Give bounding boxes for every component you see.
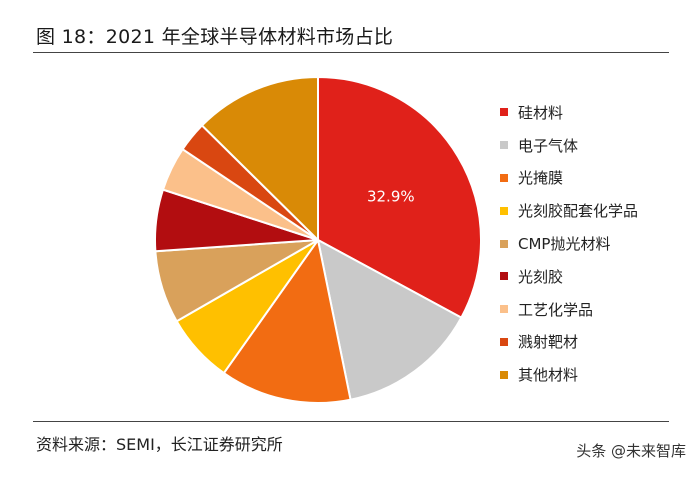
- legend-label: 光刻胶: [518, 267, 564, 286]
- legend-label: 光掩膜: [518, 169, 564, 188]
- legend-item: 光掩膜: [500, 162, 638, 195]
- legend-label: 工艺化学品: [518, 300, 594, 319]
- legend-item: CMP抛光材料: [500, 227, 638, 260]
- legend-swatch: [500, 206, 508, 215]
- legend-item: 光刻胶: [500, 260, 638, 293]
- legend-label: 电子气体: [518, 136, 579, 155]
- chart-legend: 硅材料电子气体光掩膜光刻胶配套化学品 CMP抛光材料 光刻胶工艺化学品溅射靶材其他材…: [500, 96, 638, 391]
- legend-label: 光刻胶配套化学品: [518, 202, 639, 221]
- legend-swatch: [500, 272, 508, 281]
- legend-item: 电子气体: [500, 129, 638, 162]
- figure-title: 图 18：2021 年全球半导体材料市场占比: [36, 26, 394, 48]
- legend-swatch: [500, 239, 508, 248]
- legend-swatch: [500, 305, 508, 314]
- watermark: 头条 @未来智库: [576, 440, 686, 461]
- legend-label: CMP抛光材料: [518, 235, 611, 254]
- legend-label: 溅射靶材: [518, 333, 579, 352]
- legend-item: 光刻胶配套化学品: [500, 194, 638, 227]
- source-note: 资料来源：SEMI，长江证券研究所: [36, 435, 283, 454]
- source-divider: [33, 421, 669, 422]
- legend-item: 溅射靶材: [500, 326, 638, 359]
- legend-swatch: [500, 370, 508, 379]
- pie-slice-8: [200, 75, 319, 243]
- legend-item: 其他材料: [500, 358, 638, 391]
- pie-slice-1: [316, 238, 463, 401]
- title-divider: [33, 52, 669, 53]
- legend-label: 其他材料: [518, 366, 579, 385]
- legend-swatch: [500, 173, 508, 182]
- pie-slice-0: [317, 75, 482, 319]
- legend-item: 硅材料: [500, 96, 638, 129]
- pie-slice-2: [222, 237, 352, 404]
- legend-label: 硅材料: [518, 103, 564, 122]
- pie-slice-label-0: 32.9%: [367, 188, 415, 206]
- watermark-text: 头条 @未来智库: [576, 442, 686, 460]
- legend-swatch: [500, 337, 508, 346]
- legend-swatch: [500, 108, 508, 117]
- legend-swatch: [500, 141, 508, 150]
- legend-item: 工艺化学品: [500, 293, 638, 326]
